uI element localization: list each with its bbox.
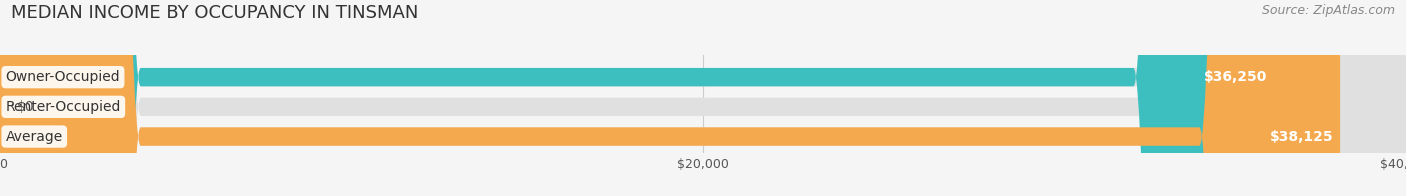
Text: $36,250: $36,250 [1204,70,1267,84]
FancyBboxPatch shape [0,0,1274,196]
Text: $38,125: $38,125 [1270,130,1333,143]
Text: MEDIAN INCOME BY OCCUPANCY IN TINSMAN: MEDIAN INCOME BY OCCUPANCY IN TINSMAN [11,4,419,22]
Text: Average: Average [6,130,63,143]
FancyBboxPatch shape [0,0,1340,196]
Text: Source: ZipAtlas.com: Source: ZipAtlas.com [1261,4,1395,17]
Text: Owner-Occupied: Owner-Occupied [6,70,121,84]
Text: $0: $0 [17,100,35,114]
Text: Renter-Occupied: Renter-Occupied [6,100,121,114]
